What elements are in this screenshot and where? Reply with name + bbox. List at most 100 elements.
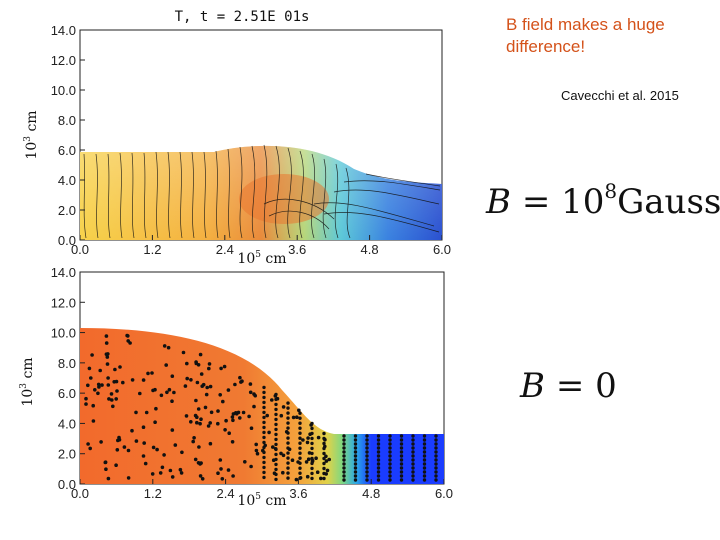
tracer-dot (388, 442, 392, 446)
tracer-dot (365, 454, 369, 458)
top-x-tick-label: 4.8 (361, 242, 379, 257)
tracer-dot (322, 461, 326, 466)
tracer-dot (422, 458, 427, 462)
tracer-dot (286, 411, 290, 415)
tracer-dot (208, 421, 212, 425)
tracer-dot (286, 456, 290, 460)
top-y-tick-label: 0.0 (58, 233, 76, 248)
tracer-dot (304, 460, 309, 464)
bottom-y-axis-ticks: 0.0 2.0 4.0 6.0 8.0 10.0 12.0 14.0 (51, 265, 85, 492)
tracer-dot (142, 441, 146, 445)
tracer-dot (411, 446, 415, 450)
tracer-dot (281, 470, 285, 475)
tracer-dot (194, 398, 198, 403)
tracer-dot (322, 471, 326, 476)
tracer-dot (216, 421, 220, 426)
tracer-dot (238, 416, 242, 420)
tracer-dot (209, 410, 214, 415)
tracer-dot (117, 435, 121, 440)
tracer-dot (365, 442, 369, 446)
tracer-dot (399, 438, 404, 442)
tracer-dot (376, 478, 381, 482)
tracer-dot (388, 470, 392, 474)
tracer-dot (290, 458, 295, 462)
tracer-dot (342, 462, 346, 466)
tracer-dot (322, 441, 326, 446)
tracer-dot (388, 446, 392, 450)
tracer-dot (274, 477, 278, 482)
tracer-dot (224, 418, 228, 423)
top-y-tick-label: 2.0 (58, 203, 76, 218)
tracer-dot (319, 476, 323, 481)
tracer-dot (314, 456, 318, 460)
tracer-dot (104, 467, 108, 471)
tracer-dot (122, 445, 127, 449)
tracer-dot (399, 442, 404, 446)
tracer-dot (200, 384, 204, 388)
tracer-dot (305, 440, 310, 445)
tracer-dot (254, 448, 259, 453)
tracer-dot (241, 410, 246, 415)
tracer-dot (192, 436, 196, 440)
tracer-dot (141, 425, 146, 429)
tracer-dot (103, 460, 108, 465)
bottom-simulation-panel: 0.0 2.0 4.0 6.0 8.0 10.0 12.0 14.0 0.0 1.2 2.4 3.6… (14, 262, 464, 510)
tracer-dot (104, 341, 109, 345)
tracer-dot (291, 415, 296, 420)
tracer-dot (226, 468, 231, 472)
tracer-dot (298, 436, 302, 440)
top-simulation-figure: 0.0 2.0 4.0 6.0 8.0 10.0 12.0 14.0 0.0 1.2 2.4 3.6… (23, 9, 451, 267)
tracer-dot (189, 378, 193, 382)
tracer-dot (279, 413, 284, 418)
tracer-dot (422, 446, 427, 450)
tracer-dot (99, 440, 103, 444)
tracer-dot (198, 474, 203, 478)
tracer-dot (159, 393, 164, 398)
tracer-dot (262, 415, 266, 420)
top-plot-title: T, t = 2.51E 01s (175, 9, 310, 25)
tracer-dot (342, 470, 346, 474)
top-y-tick-label: 6.0 (58, 143, 76, 158)
tracer-dot (141, 378, 146, 382)
tracer-dot (411, 454, 415, 458)
tracer-dot (134, 439, 139, 443)
bottom-y-tick-label: 4.0 (58, 416, 76, 431)
top-x-tick-label: 3.6 (288, 242, 306, 257)
tracer-dot (342, 434, 346, 438)
tracer-dot (195, 420, 199, 425)
tracer-dot (274, 412, 278, 417)
tracer-dot (286, 421, 290, 425)
tracer-dot (434, 442, 438, 446)
tracer-dot (216, 409, 220, 413)
tracer-dot (298, 471, 302, 475)
tracer-dot (399, 462, 404, 466)
tracer-dot (399, 458, 404, 462)
tracer-dot (274, 407, 278, 412)
tracer-dot (96, 382, 101, 387)
tracer-dot (274, 467, 278, 472)
tracer-dot (100, 383, 104, 387)
bottom-x-tick-label: 2.4 (217, 486, 235, 501)
tracer-dot (353, 470, 358, 474)
tracer-dot (86, 383, 90, 388)
tracer-dot (342, 438, 346, 442)
top-x-axis-ticks: 0.0 1.2 2.4 3.6 4.8 6.0 (71, 235, 451, 257)
tracer-dot (353, 454, 358, 458)
tracer-dot (130, 378, 135, 382)
tracer-dot (144, 410, 149, 415)
tracer-dot (376, 454, 381, 458)
tracer-dot (195, 380, 200, 385)
tracer-dot (365, 438, 369, 442)
tracer-dot (353, 462, 358, 466)
tracer-dot (310, 461, 314, 466)
tracer-dot (231, 418, 235, 423)
tracer-dot (141, 454, 146, 458)
tracer-dot (365, 478, 369, 482)
tracer-dot (298, 461, 302, 465)
tracer-dot (298, 411, 302, 415)
tracer-dot (166, 345, 171, 350)
tracer-dot (353, 442, 358, 446)
bottom-temperature-field (80, 328, 444, 484)
tracer-dot (298, 456, 302, 460)
tracer-dot (168, 468, 173, 473)
